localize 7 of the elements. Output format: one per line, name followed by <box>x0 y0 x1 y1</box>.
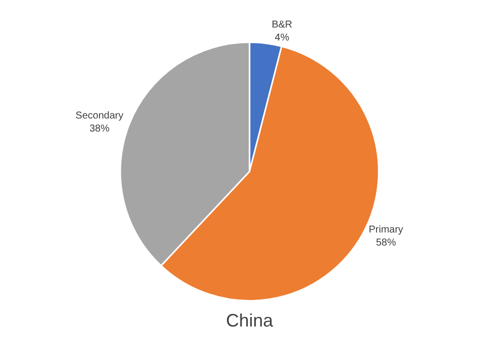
data-label: 38% <box>89 123 110 134</box>
slice-label: Primary <box>368 224 404 236</box>
slice-label: Secondary <box>76 110 124 122</box>
data-label: 4% <box>274 32 290 44</box>
data-label: 58% <box>376 238 396 249</box>
text: China <box>226 310 274 331</box>
slice-label: B&R <box>272 20 292 31</box>
